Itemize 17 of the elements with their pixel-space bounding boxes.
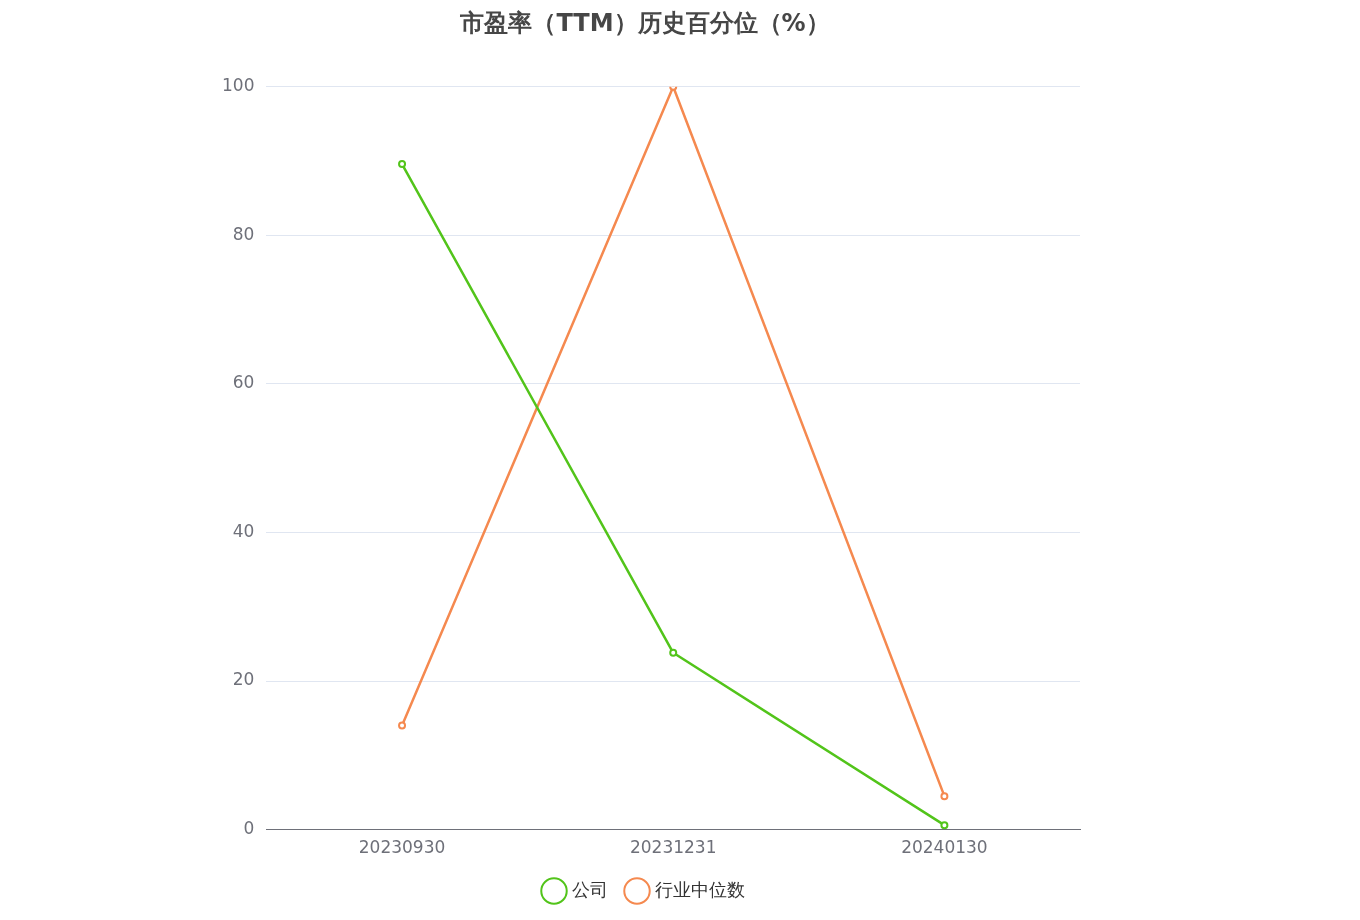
- point: [669, 648, 678, 657]
- y-tick-label: 40: [232, 520, 255, 541]
- y-tick-label: 60: [232, 372, 255, 393]
- legend-label: 行业中位数: [655, 878, 745, 900]
- point: [398, 160, 407, 169]
- x-tick-label: 20231231: [629, 837, 717, 858]
- y-tick-label: 0: [243, 818, 255, 839]
- point: [940, 821, 949, 830]
- chart-title: 市盈率（TTM）历史百分位（%）: [459, 8, 830, 37]
- legend-label: 公司: [572, 878, 608, 900]
- y-tick-label: 20: [232, 669, 255, 690]
- y-tick-label: 100: [221, 75, 255, 96]
- point: [398, 721, 407, 730]
- x-tick-label: 20240130: [901, 837, 988, 858]
- point: [940, 792, 949, 801]
- y-tick-label: 80: [232, 223, 255, 244]
- x-tick-label: 20230930: [358, 837, 446, 858]
